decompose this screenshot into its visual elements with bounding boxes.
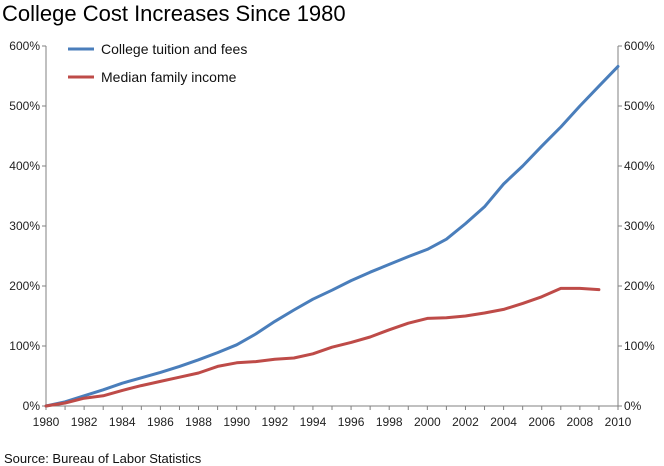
y-tick-label-right: 100% [624,339,655,353]
y-axis-left-ticks: 0% 100% 200% 300% 400% 500% 600% [9,39,46,413]
x-tick-label: 1996 [338,415,365,429]
y-tick-label-right: 400% [624,159,655,173]
y-tick-label-left: 0% [23,399,41,413]
x-tick-label: 1994 [300,415,327,429]
legend: College tuition and fees Median family in… [68,41,247,85]
series-line-income [44,286,601,408]
x-tick-label: 1984 [109,415,136,429]
x-tick-label: 2006 [528,415,555,429]
x-tick-label: 2004 [490,415,517,429]
x-axis-ticks: 1980 1982 1984 1986 1988 1990 1992 1994 1996 1998… [33,406,632,429]
x-tick-label: 2000 [414,415,441,429]
x-tick-label: 2002 [452,415,479,429]
x-tick-label: 2010 [605,415,632,429]
y-tick-label-left: 300% [9,219,40,233]
x-tick-label: 2008 [567,415,594,429]
y-tick-label-right: 0% [624,399,642,413]
y-tick-label-left: 100% [9,339,40,353]
x-tick-label: 1992 [261,415,288,429]
y-axis-right-ticks: 0% 100% 200% 300% 400% 500% 600% [618,39,655,413]
x-tick-label: 1988 [185,415,212,429]
x-tick-label: 1982 [71,415,98,429]
source-note: Source: Bureau of Labor Statistics [4,451,202,466]
y-tick-label-left: 500% [9,99,40,113]
series-lines [44,64,620,408]
y-tick-label-right: 300% [624,219,655,233]
x-tick-label: 1998 [376,415,403,429]
legend-label: Median family income [101,69,237,85]
x-tick-label: 1990 [223,415,250,429]
axes [45,46,619,407]
chart-title: College Cost Increases Since 1980 [2,1,346,26]
legend-label: College tuition and fees [101,41,247,57]
x-tick-label: 1980 [33,415,60,429]
y-tick-label-right: 600% [624,39,655,53]
y-tick-label-left: 400% [9,159,40,173]
x-tick-label: 1986 [147,415,174,429]
y-tick-label-right: 500% [624,99,655,113]
y-tick-label-left: 200% [9,279,40,293]
y-tick-label-right: 200% [624,279,655,293]
y-tick-label-left: 600% [9,39,40,53]
series-line-tuition [44,64,620,408]
